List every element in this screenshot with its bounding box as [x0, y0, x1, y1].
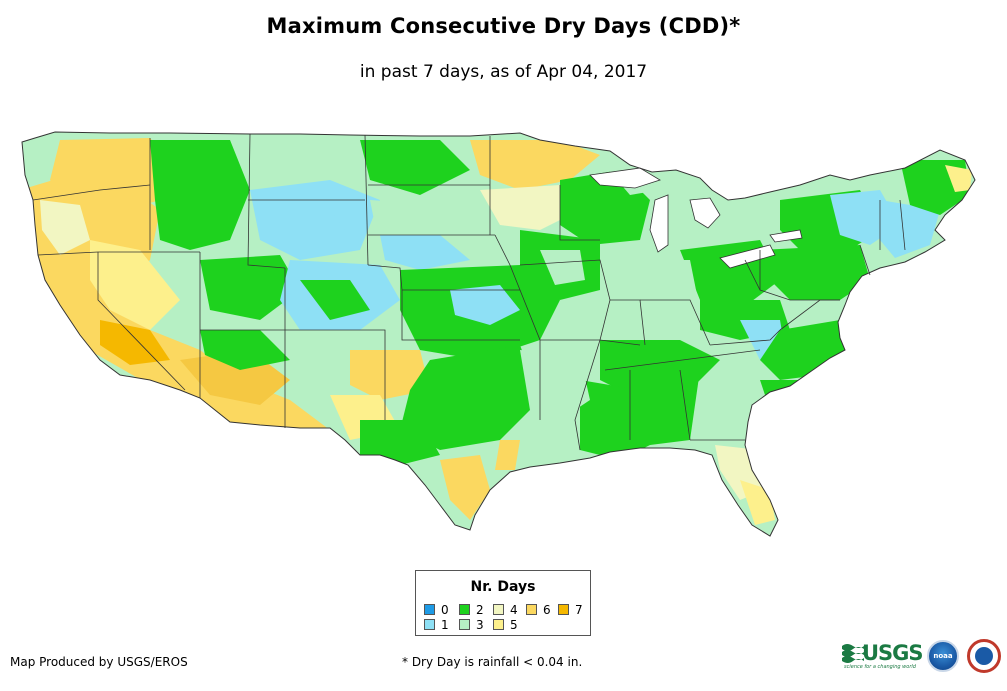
nws-emblem-icon	[975, 647, 993, 665]
usgs-logo: USGS	[862, 641, 924, 665]
legend-swatch	[558, 604, 569, 615]
usgs-wave-icon	[842, 644, 864, 663]
legend-label: 2	[476, 603, 484, 617]
nws-logo	[967, 639, 1001, 673]
legend-label: 0	[441, 603, 449, 617]
legend-title: Nr. Days	[470, 579, 536, 595]
legend-label: 7	[575, 603, 583, 617]
noaa-logo-text: noaa	[933, 652, 953, 660]
legend-swatch	[459, 619, 470, 630]
legend-swatch	[493, 619, 504, 630]
map-title: Maximum Consecutive Dry Days (CDD)*	[266, 14, 741, 38]
agency-logos: USGS science for a changing world noaa	[840, 636, 1005, 680]
map-subtitle: in past 7 days, as of Apr 04, 2017	[359, 62, 648, 82]
legend-label: 6	[543, 603, 551, 617]
legend-label: 1	[441, 618, 449, 632]
credit-text: Map Produced by USGS/EROS	[10, 655, 188, 669]
legend-label: 4	[510, 603, 518, 617]
legend: Nr. Days 0 1 2 3 4 5 6 7	[415, 570, 591, 636]
legend-swatch	[493, 604, 504, 615]
legend-label: 3	[476, 618, 484, 632]
legend-swatch	[459, 604, 470, 615]
dry-day-note: * Dry Day is rainfall < 0.04 in.	[402, 655, 583, 669]
legend-swatch	[526, 604, 537, 615]
noaa-logo: noaa	[927, 640, 959, 672]
cdd-map	[21, 131, 976, 537]
legend-label: 5	[510, 618, 518, 632]
usgs-tagline: science for a changing world	[844, 664, 916, 670]
legend-swatch	[424, 604, 435, 615]
legend-swatch	[424, 619, 435, 630]
